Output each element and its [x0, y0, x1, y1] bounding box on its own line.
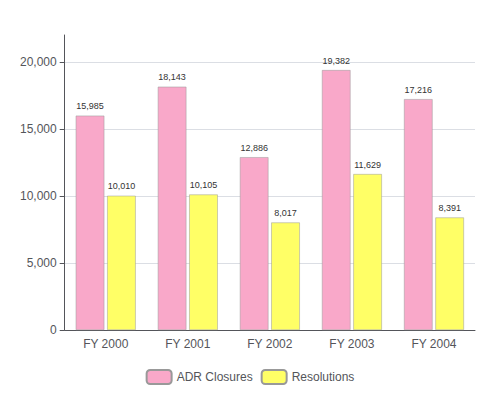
svg-text:19,382: 19,382: [322, 56, 350, 66]
svg-text:ADR Closures: ADR Closures: [177, 370, 253, 384]
svg-text:10,105: 10,105: [190, 180, 218, 190]
svg-text:8,391: 8,391: [438, 203, 461, 213]
svg-text:17,216: 17,216: [405, 85, 433, 95]
svg-text:5,000: 5,000: [27, 256, 57, 270]
svg-text:FY 2000: FY 2000: [83, 337, 128, 351]
svg-text:0: 0: [50, 323, 57, 337]
svg-text:Resolutions: Resolutions: [292, 370, 355, 384]
svg-text:15,985: 15,985: [76, 101, 104, 111]
svg-text:18,143: 18,143: [158, 72, 186, 82]
svg-text:FY 2002: FY 2002: [247, 337, 292, 351]
svg-text:10,010: 10,010: [108, 181, 136, 191]
svg-text:FY 2004: FY 2004: [411, 337, 456, 351]
svg-text:20,000: 20,000: [20, 55, 57, 69]
svg-text:10,000: 10,000: [20, 189, 57, 203]
svg-text:8,017: 8,017: [274, 208, 297, 218]
svg-text:FY 2003: FY 2003: [329, 337, 374, 351]
svg-text:12,886: 12,886: [240, 143, 268, 153]
svg-text:15,000: 15,000: [20, 122, 57, 136]
svg-text:FY 2001: FY 2001: [165, 337, 210, 351]
svg-text:11,629: 11,629: [354, 160, 381, 170]
